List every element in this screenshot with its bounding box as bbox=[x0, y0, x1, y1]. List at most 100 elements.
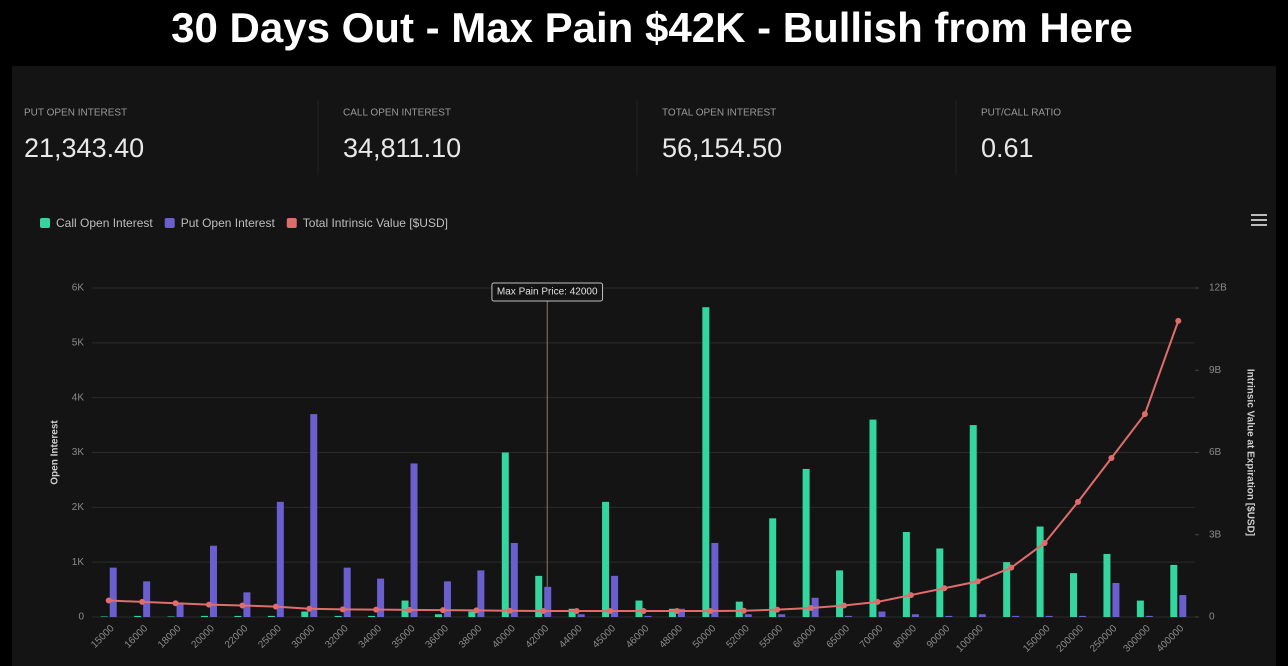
line-point bbox=[339, 606, 346, 613]
bar bbox=[1170, 564, 1178, 617]
bar bbox=[611, 575, 619, 617]
bar bbox=[802, 468, 810, 617]
panel bbox=[12, 66, 1276, 666]
bar bbox=[744, 614, 752, 617]
bar bbox=[1103, 553, 1111, 617]
menu-bar[interactable] bbox=[1251, 219, 1267, 221]
y-tick-label: 6K bbox=[72, 283, 85, 294]
stat-value: 0.61 bbox=[981, 133, 1034, 163]
bar bbox=[1112, 583, 1120, 617]
bar bbox=[845, 615, 853, 617]
line-point bbox=[673, 607, 680, 614]
line-point bbox=[1008, 564, 1015, 571]
bar bbox=[1003, 562, 1011, 617]
y-tick-label: 5K bbox=[72, 337, 85, 348]
bar bbox=[635, 600, 643, 617]
line-point bbox=[473, 607, 480, 614]
legend-swatch bbox=[164, 218, 175, 228]
bar bbox=[769, 518, 777, 617]
line-point bbox=[540, 607, 547, 614]
line-point bbox=[907, 592, 914, 599]
stat-value: 21,343.40 bbox=[24, 133, 144, 163]
bar bbox=[1136, 600, 1144, 617]
stat-value: 56,154.50 bbox=[662, 133, 782, 163]
line-point bbox=[707, 607, 714, 614]
stat-label: CALL OPEN INTEREST bbox=[343, 108, 451, 119]
bar bbox=[167, 616, 175, 617]
banner-title: 30 Days Out - Max Pain $42K - Bullish fr… bbox=[171, 4, 1133, 51]
line-point bbox=[205, 601, 212, 608]
line-point bbox=[740, 607, 747, 614]
bar bbox=[568, 608, 576, 617]
line-point bbox=[105, 597, 112, 604]
bar bbox=[176, 603, 184, 617]
y2-tick-label: 6B bbox=[1209, 447, 1222, 458]
bar bbox=[969, 425, 977, 617]
line-point bbox=[774, 606, 781, 613]
line-point bbox=[439, 607, 446, 614]
line-point bbox=[1108, 454, 1115, 461]
bar bbox=[902, 532, 910, 617]
legend-swatch bbox=[40, 218, 50, 228]
bar bbox=[945, 615, 953, 617]
bar bbox=[310, 414, 318, 617]
bar bbox=[134, 615, 142, 617]
bar bbox=[602, 501, 610, 617]
bar bbox=[1079, 615, 1087, 617]
line-point bbox=[807, 604, 814, 611]
line-point bbox=[239, 602, 246, 609]
bar bbox=[510, 542, 518, 617]
bar bbox=[677, 608, 685, 617]
line-point bbox=[607, 607, 614, 614]
line-point bbox=[272, 603, 279, 610]
bar bbox=[334, 615, 342, 617]
legend-label: Total Intrinsic Value [$USD] bbox=[303, 216, 448, 230]
bar bbox=[501, 452, 509, 617]
line-point bbox=[1075, 498, 1082, 505]
line-point bbox=[139, 598, 146, 605]
bar bbox=[401, 600, 409, 617]
legend-label: Call Open Interest bbox=[56, 216, 153, 230]
legend-swatch bbox=[286, 218, 297, 228]
y2-tick-label: 9B bbox=[1209, 365, 1222, 376]
bar bbox=[735, 601, 743, 617]
bar bbox=[1145, 615, 1153, 617]
bar bbox=[143, 581, 151, 617]
bar bbox=[443, 581, 451, 617]
legend-label: Put Open Interest bbox=[181, 216, 276, 230]
menu-bar[interactable] bbox=[1251, 214, 1267, 216]
bar bbox=[869, 419, 877, 617]
bar bbox=[978, 614, 986, 617]
y-tick-label: 4K bbox=[72, 392, 85, 403]
bar bbox=[778, 614, 786, 617]
bar bbox=[1045, 615, 1053, 617]
line-point bbox=[640, 607, 647, 614]
bar bbox=[200, 615, 208, 617]
stat-label: TOTAL OPEN INTEREST bbox=[662, 108, 776, 119]
menu-bar[interactable] bbox=[1251, 224, 1267, 226]
bar bbox=[535, 575, 543, 617]
y2-tick-label: 12B bbox=[1209, 283, 1227, 294]
bar bbox=[434, 614, 442, 617]
y2-axis-title: Intrinsic Value at Expiration [$USD] bbox=[1244, 369, 1255, 536]
line-point bbox=[1041, 539, 1048, 546]
y-axis-title: Open Interest bbox=[50, 420, 61, 485]
bar bbox=[878, 611, 886, 617]
bar bbox=[911, 614, 919, 617]
menu-icon[interactable] bbox=[1251, 214, 1267, 226]
line-point bbox=[1141, 411, 1148, 418]
line-point bbox=[406, 606, 413, 613]
bar bbox=[276, 501, 284, 617]
line-point bbox=[373, 606, 380, 613]
line-point bbox=[941, 585, 948, 592]
bar bbox=[477, 570, 485, 617]
bar bbox=[343, 567, 351, 617]
bar bbox=[410, 463, 418, 617]
line-point bbox=[874, 598, 881, 605]
bar bbox=[644, 615, 652, 617]
line-point bbox=[841, 602, 848, 609]
bar bbox=[377, 578, 385, 617]
annotation: Max Pain Price: 42000 bbox=[497, 287, 598, 298]
